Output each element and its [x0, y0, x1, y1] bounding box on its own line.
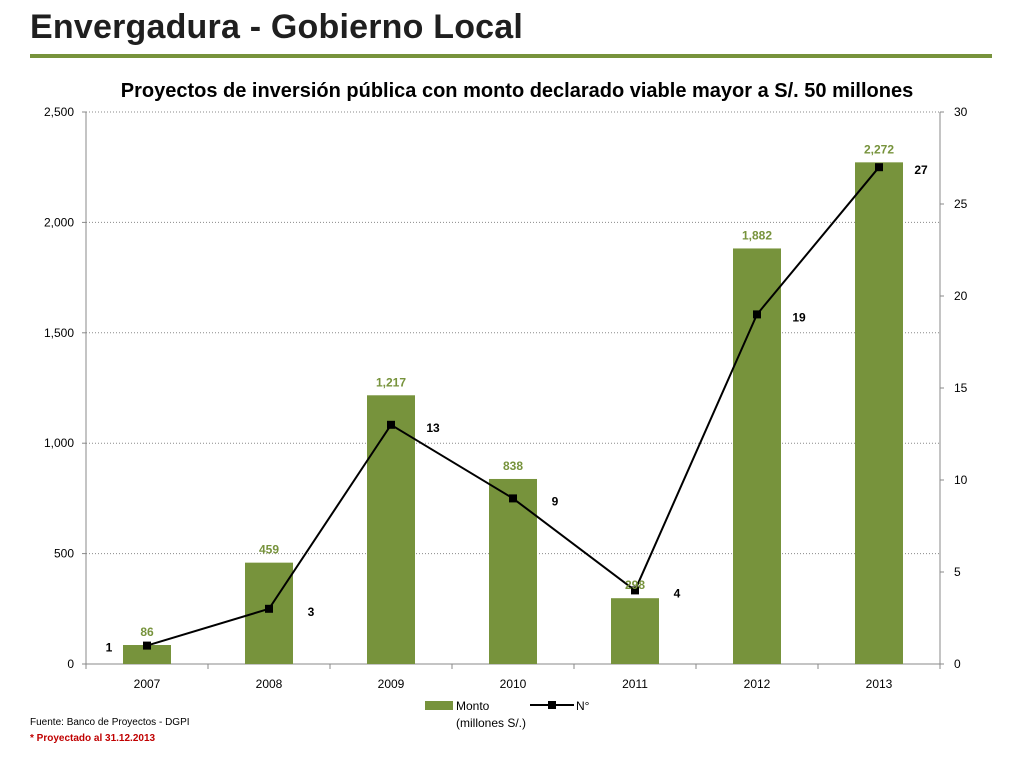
legend-swatch-bar: [425, 701, 453, 710]
slide-title: Envergadura - Gobierno Local: [30, 8, 524, 46]
line-marker: [265, 604, 273, 613]
y-left-tick-label: 0: [67, 657, 74, 671]
x-tick-label: 2011: [622, 677, 648, 691]
y-right-tick-label: 15: [954, 381, 968, 395]
x-tick-label: 2007: [134, 677, 161, 691]
line-marker: [753, 310, 761, 319]
legend-label-line: N°: [576, 699, 590, 713]
line-value-label: 9: [552, 494, 559, 508]
x-tick-label: 2009: [378, 677, 405, 691]
bar-value-label: 459: [259, 543, 279, 557]
x-tick-label: 2012: [744, 677, 771, 691]
bar-value-label: 838: [503, 459, 523, 473]
line-marker: [631, 586, 639, 595]
bar-value-label: 1,882: [742, 228, 772, 242]
bar: [855, 162, 903, 664]
source-note: Fuente: Banco de Proyectos - DGPI: [30, 717, 190, 728]
legend-label-bar: Monto: [456, 699, 490, 713]
bar-value-label: 1,217: [376, 375, 406, 389]
y-left-tick-label: 1,000: [44, 436, 74, 450]
y-left-tick-label: 2,500: [44, 105, 74, 119]
line-marker: [387, 420, 395, 429]
legend-swatch-marker: [548, 701, 556, 709]
y-right-tick-label: 30: [954, 105, 968, 119]
line-value-label: 13: [426, 421, 440, 435]
line-value-label: 4: [674, 586, 681, 600]
title-underline: [30, 54, 992, 58]
line-marker: [143, 641, 151, 650]
line-marker: [509, 494, 517, 503]
line-value-label: 27: [914, 163, 928, 177]
y-right-tick-label: 20: [954, 289, 968, 303]
bar: [367, 395, 415, 664]
y-left-tick-label: 1,500: [44, 326, 74, 340]
y-right-tick-label: 25: [954, 197, 968, 211]
y-left-tick-label: 500: [54, 547, 74, 561]
legend-label-bar-unit: (millones S/.): [456, 716, 526, 730]
y-right-tick-label: 5: [954, 565, 961, 579]
y-right-tick-label: 0: [954, 657, 961, 671]
line-marker: [875, 163, 883, 172]
bar-value-label: 298: [625, 578, 645, 592]
chart-title: Proyectos de inversión pública con monto…: [120, 80, 914, 102]
x-tick-label: 2013: [866, 677, 893, 691]
line-value-label: 3: [308, 605, 315, 619]
line-value-label: 19: [792, 310, 806, 324]
y-right-tick-label: 10: [954, 473, 968, 487]
bar-value-label: 2,272: [864, 142, 894, 156]
bar: [123, 645, 171, 664]
projection-note: * Proyectado al 31.12.2013: [30, 733, 156, 744]
x-tick-label: 2010: [500, 677, 527, 691]
x-tick-label: 2008: [256, 677, 283, 691]
bar: [489, 478, 537, 664]
y-left-tick-label: 2,000: [44, 215, 74, 229]
line-value-label: 1: [106, 641, 113, 655]
bar-value-label: 86: [140, 625, 154, 639]
bar: [611, 598, 659, 664]
